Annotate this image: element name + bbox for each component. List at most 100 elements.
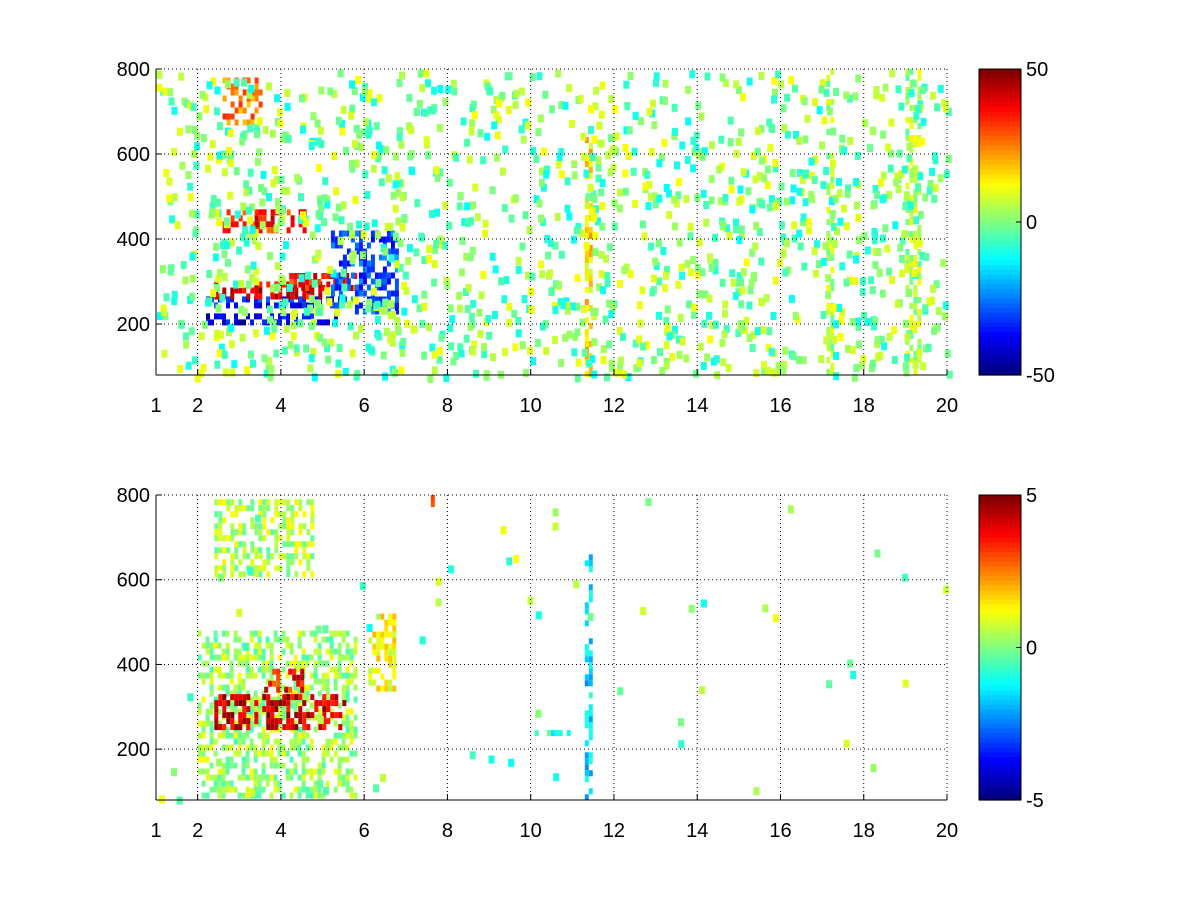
heatmap-cell (830, 255, 835, 261)
heatmap-cell (225, 684, 230, 691)
heatmap-cell (284, 102, 291, 111)
heatmap-cell (249, 726, 254, 733)
heatmap-cell (345, 654, 350, 661)
heatmap-cell (558, 101, 565, 109)
heatmap-cell (512, 100, 519, 109)
heatmap-cell (465, 283, 472, 292)
heatmap-cell (483, 370, 490, 379)
heatmap-cell (258, 505, 263, 512)
heatmap-cell (230, 565, 235, 572)
heatmap-cell (329, 630, 334, 637)
heatmap-cell (237, 774, 242, 781)
heatmap-cell (305, 654, 310, 661)
colorbar-swatch (979, 336, 1021, 343)
heatmap-cell (246, 90, 253, 99)
heatmap-cell (313, 666, 318, 673)
heatmap-cell (349, 648, 354, 655)
heatmap-cell (345, 696, 350, 703)
heatmap-cell (823, 336, 830, 345)
heatmap-cell (205, 720, 210, 727)
heatmap-cell (251, 236, 258, 245)
heatmap-cell (537, 114, 544, 123)
heatmap-cell (584, 287, 589, 293)
heatmap-cell (285, 660, 290, 667)
heatmap-cell (937, 84, 944, 93)
heatmap-cell (318, 204, 324, 213)
heatmap-cell (471, 340, 478, 349)
heatmap-cell (528, 305, 535, 314)
heatmap-cell (297, 732, 302, 739)
heatmap-cell (390, 290, 395, 297)
heatmap-cell (905, 231, 910, 237)
heatmap-cell (608, 134, 615, 143)
heatmap-cell (253, 642, 258, 649)
heatmap-cell (269, 756, 274, 763)
heatmap-cell (820, 311, 827, 319)
heatmap-cell (314, 299, 321, 308)
heatmap-cell (384, 625, 389, 632)
heatmap-cell (245, 666, 250, 673)
heatmap-cell (322, 718, 327, 725)
heatmap-cell (286, 517, 291, 524)
heatmap-cell (300, 674, 305, 681)
heatmap-cell (227, 159, 234, 168)
heatmap-cell (778, 182, 785, 191)
heatmap-cell (222, 499, 227, 506)
heatmap-cell (274, 541, 279, 548)
heatmap-cell (398, 366, 405, 375)
heatmap-cell (584, 650, 589, 657)
heatmap-cell (201, 726, 206, 733)
heatmap-cell (294, 712, 299, 719)
heatmap-cell (233, 648, 238, 655)
heatmap-cell (596, 121, 603, 130)
heatmap-cell (257, 666, 262, 673)
heatmap-cell (588, 161, 593, 167)
heatmap-cell (283, 241, 289, 250)
heatmap-cell (325, 750, 330, 757)
heatmap-cell (218, 511, 223, 518)
heatmap-cell (464, 202, 471, 211)
heatmap-cell (434, 173, 441, 182)
heatmap-cell (625, 152, 632, 160)
heatmap-cell (588, 251, 593, 257)
heatmap-cell (545, 251, 552, 260)
heatmap-cell (281, 744, 286, 751)
heatmap-cell (358, 278, 363, 285)
heatmap-cell (805, 226, 812, 235)
heatmap-cell (217, 720, 222, 727)
heatmap-cell (604, 272, 611, 281)
heatmap-cell (830, 279, 835, 285)
heatmap-cell (770, 312, 777, 320)
heatmap-cell (225, 786, 230, 793)
heatmap-cell (530, 146, 537, 155)
heatmap-cell (830, 369, 835, 375)
heatmap-cell (265, 660, 270, 667)
heatmap-cell (352, 196, 359, 205)
heatmap-cell (913, 117, 918, 123)
heatmap-cell (355, 220, 362, 229)
heatmap-cell (274, 718, 279, 725)
heatmap-cell (630, 167, 637, 176)
heatmap-cell (722, 194, 729, 202)
heatmap-cell (261, 726, 266, 733)
heatmap-cell (297, 636, 302, 643)
heatmap-cell (306, 559, 311, 566)
heatmap-cell (242, 706, 247, 713)
heatmap-cell (830, 285, 835, 291)
heatmap-cell (588, 203, 593, 209)
heatmap-cell (214, 86, 221, 95)
heatmap-cell (913, 201, 918, 207)
colorbar-swatch (979, 351, 1021, 357)
heatmap-cell (599, 81, 606, 90)
heatmap-cell (282, 523, 287, 530)
heatmap-cell (403, 286, 410, 295)
heatmap-cell (242, 221, 247, 228)
heatmap-cell (247, 216, 254, 225)
heatmap-cell (286, 535, 291, 542)
heatmap-cell (325, 648, 330, 655)
heatmap-cell (552, 241, 559, 250)
heatmap-cell (214, 293, 219, 300)
heatmap-cell (826, 219, 831, 225)
x-tick-label: 12 (603, 395, 625, 417)
